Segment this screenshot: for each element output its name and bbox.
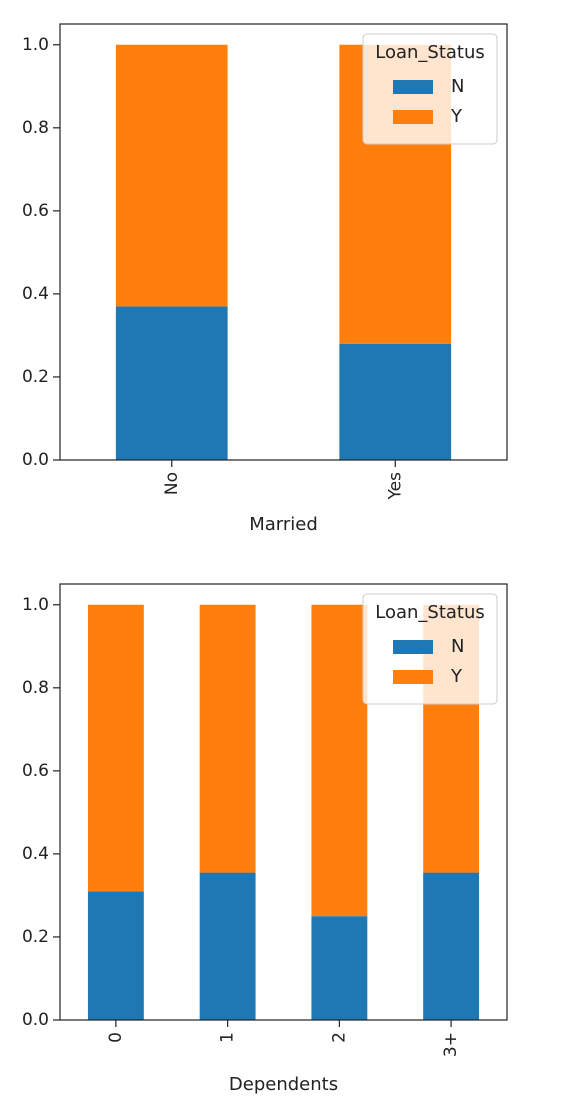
x-tick-label: 1 [218, 1032, 238, 1043]
bar-y-1 [199, 604, 256, 873]
dependents-chart-svg: 0 1 2 3+ 0.0 0.2 0.4 0.6 0.8 1.0 Dependents Loan_St… [22, 583, 508, 1095]
legend-title: Loan_Status [375, 602, 485, 623]
y-tick-label: 1.0 [22, 595, 49, 615]
y-tick-label: 0.0 [22, 450, 49, 470]
plot-frame [59, 23, 508, 461]
x-tick-label: 0 [106, 1032, 126, 1043]
x-axis-label: Dependents [229, 1074, 338, 1095]
y-tick-label: 0.6 [22, 201, 49, 221]
bar-n-0 [87, 891, 144, 1020]
legend: Loan_Status NY [362, 33, 498, 145]
plot-frame [59, 583, 508, 1021]
bar-n-2 [311, 916, 368, 1020]
bar-y-2 [311, 604, 368, 917]
x-tick-label: Yes [385, 472, 405, 501]
y-tick-label: 1.0 [22, 35, 49, 55]
bar-n-yes [339, 343, 452, 460]
legend-label-y: Y [450, 666, 463, 687]
legend-swatch-y [393, 670, 433, 684]
dependents-chart: 0 1 2 3+ 0.0 0.2 0.4 0.6 0.8 1.0 Dependents Loan_St… [0, 560, 568, 1108]
married-chart-svg: No Yes 0.0 0.2 0.4 0.6 0.8 1.0 Married Loan_Statu… [22, 23, 508, 535]
y-tick-label: 0.8 [22, 678, 49, 698]
y-tick-label: 0.4 [22, 844, 49, 864]
bar-y-no [115, 44, 228, 307]
married-chart: No Yes 0.0 0.2 0.4 0.6 0.8 1.0 Married Loan_Statu… [0, 0, 568, 548]
legend: Loan_Status NY [362, 593, 498, 705]
x-tick-label: No [162, 472, 182, 495]
bar-n-3 [423, 872, 480, 1020]
x-tick-label: 3+ [441, 1032, 461, 1057]
legend-label-n: N [451, 636, 464, 657]
legend-title: Loan_Status [375, 42, 485, 63]
x-tick-label: 2 [329, 1032, 349, 1043]
x-axis-label: Married [249, 514, 318, 535]
legend-swatch-n [393, 80, 433, 94]
y-tick-label: 0.8 [22, 118, 49, 138]
legend-swatch-n [393, 640, 433, 654]
y-tick-label: 0.0 [22, 1010, 49, 1030]
legend-label-y: Y [450, 106, 463, 127]
bar-y-0 [87, 604, 144, 892]
y-tick-label: 0.2 [22, 367, 49, 387]
legend-swatch-y [393, 110, 433, 124]
y-tick-label: 0.2 [22, 927, 49, 947]
bar-n-1 [199, 872, 256, 1020]
legend-label-n: N [451, 76, 464, 97]
y-tick-label: 0.4 [22, 284, 49, 304]
bar-n-no [115, 306, 228, 460]
y-tick-label: 0.6 [22, 761, 49, 781]
